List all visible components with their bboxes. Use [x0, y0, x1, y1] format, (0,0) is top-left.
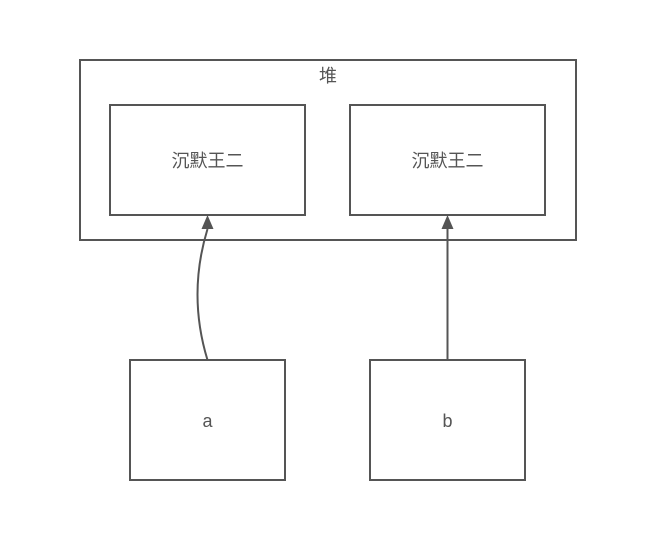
heap-container	[80, 60, 576, 240]
node-label-heapRight: 沉默王二	[412, 151, 484, 171]
node-label-stackB: b	[442, 411, 452, 431]
node-label-stackA: a	[202, 411, 213, 431]
edge-stackA-heapLeft	[198, 229, 208, 360]
arrowhead-heapLeft	[202, 215, 214, 229]
heap-title: 堆	[319, 66, 337, 86]
diagram-canvas: 堆沉默王二 沉默王二 a b	[0, 0, 654, 552]
node-label-heapLeft: 沉默王二	[172, 151, 244, 171]
arrowhead-heapRight	[442, 215, 454, 229]
